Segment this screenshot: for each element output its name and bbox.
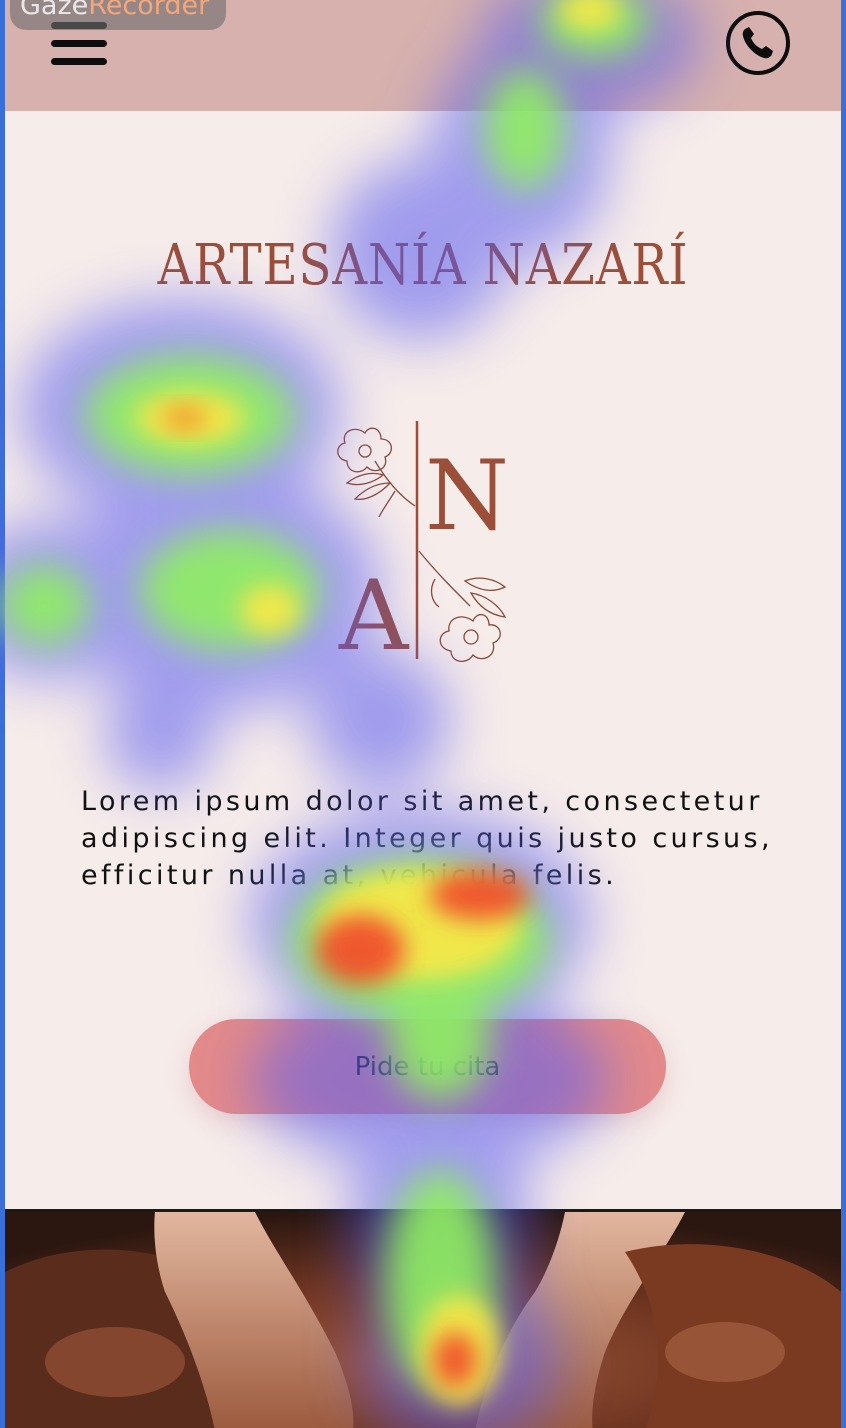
hero-section: ARTESANÍA NAZARÍ xyxy=(5,111,841,1209)
menu-bar-line xyxy=(51,58,107,65)
pottery-image xyxy=(5,1212,841,1428)
logo-letter-n: N xyxy=(425,440,509,552)
pottery-photo xyxy=(5,1209,841,1428)
watermark-part1: Gaze xyxy=(20,0,88,21)
brand-logo: N A xyxy=(295,411,555,671)
menu-bar-line xyxy=(51,40,107,47)
intro-paragraph: Lorem ipsum dolor sit amet, consectetur … xyxy=(81,783,781,894)
phone-icon xyxy=(725,10,791,76)
watermark-part2: Recorder xyxy=(88,0,209,21)
web-page: ARTESANÍA NAZARÍ xyxy=(5,0,841,1428)
gazerecorder-watermark: GazeRecorder xyxy=(10,0,226,30)
logo-letter-a: A xyxy=(338,560,410,671)
phone-button[interactable] xyxy=(725,10,791,76)
book-appointment-button[interactable]: Pide tu cita xyxy=(189,1019,666,1114)
brand-title: ARTESANÍA NAZARÍ xyxy=(64,233,783,298)
